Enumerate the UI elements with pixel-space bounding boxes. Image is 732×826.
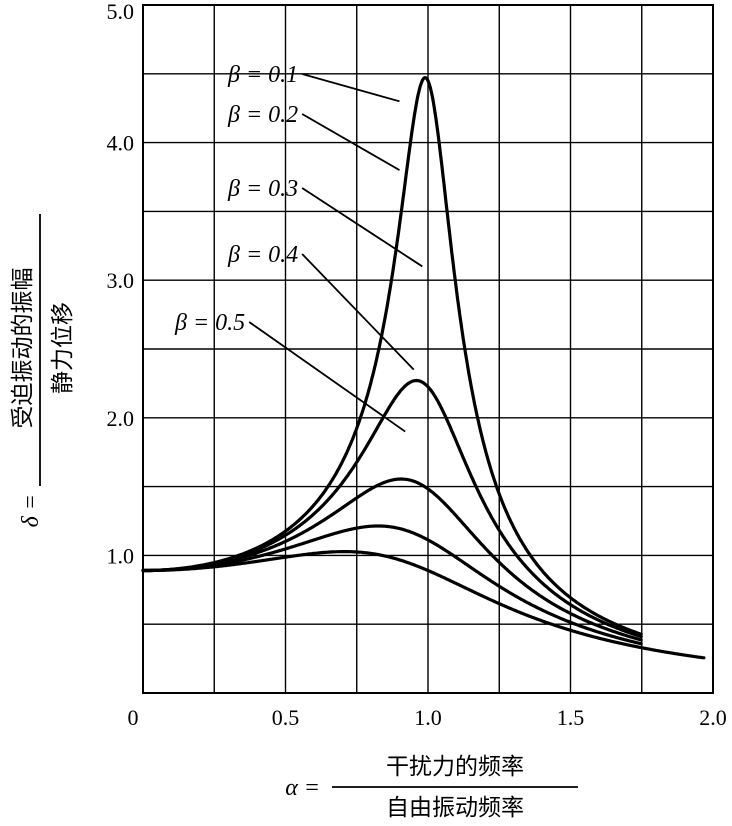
x-tick-label: 0.5 (272, 705, 300, 730)
series-label-leader (301, 253, 415, 371)
y-axis-denominator: 静力位移 (50, 302, 76, 394)
x-tick-labels: 0 0.5 1.0 1.5 2.0 (128, 705, 727, 730)
x-tick-label: 1.5 (557, 705, 585, 730)
curve-beta-0-2 (141, 378, 643, 639)
series-label-leader (301, 73, 400, 103)
y-tick-label: 4.0 (107, 131, 135, 156)
plot-frame (142, 4, 714, 694)
series-label-leader (248, 321, 406, 433)
y-axis-symbol: δ = (18, 494, 44, 527)
x-tick-label: 1.0 (414, 705, 442, 730)
curve-beta-0-1 (141, 76, 643, 636)
y-tick-label: 1.0 (107, 543, 135, 568)
y-axis-label: δ = 受迫振动的振幅 静力位移 (10, 214, 76, 527)
curve-beta-0-3 (141, 477, 643, 642)
curve-beta-0-4 (141, 524, 643, 646)
y-tick-label: 5.0 (107, 0, 135, 24)
x-tick-label: 2.0 (699, 705, 727, 730)
curve-beta-0-5 (141, 550, 706, 660)
y-tick-labels: 1.0 2.0 3.0 4.0 5.0 (107, 0, 135, 568)
series-label-leader (301, 187, 423, 268)
leader-lines (248, 73, 423, 433)
series-label: β = 0.5 (174, 310, 245, 336)
curves (141, 76, 706, 660)
y-tick-label: 3.0 (107, 268, 135, 293)
grid (143, 5, 713, 693)
x-axis-symbol: α = (285, 775, 320, 801)
x-axis-denominator: 自由振动频率 (386, 795, 524, 821)
x-axis-label: α = 干扰力的频率 自由振动频率 (285, 754, 578, 821)
series-label: β = 0.1 (227, 62, 298, 88)
series-label: β = 0.4 (227, 242, 298, 268)
y-tick-label: 2.0 (107, 406, 135, 431)
series-label: β = 0.3 (227, 176, 298, 202)
series-label-leader (301, 113, 400, 171)
x-tick-label: 0 (128, 705, 139, 730)
series-labels: β = 0.1 β = 0.2 β = 0.3 β = 0.4 β = 0.5 (174, 62, 298, 336)
series-label: β = 0.2 (227, 102, 298, 128)
x-axis-numerator: 干扰力的频率 (386, 754, 524, 780)
y-axis-numerator: 受迫振动的振幅 (10, 268, 36, 429)
